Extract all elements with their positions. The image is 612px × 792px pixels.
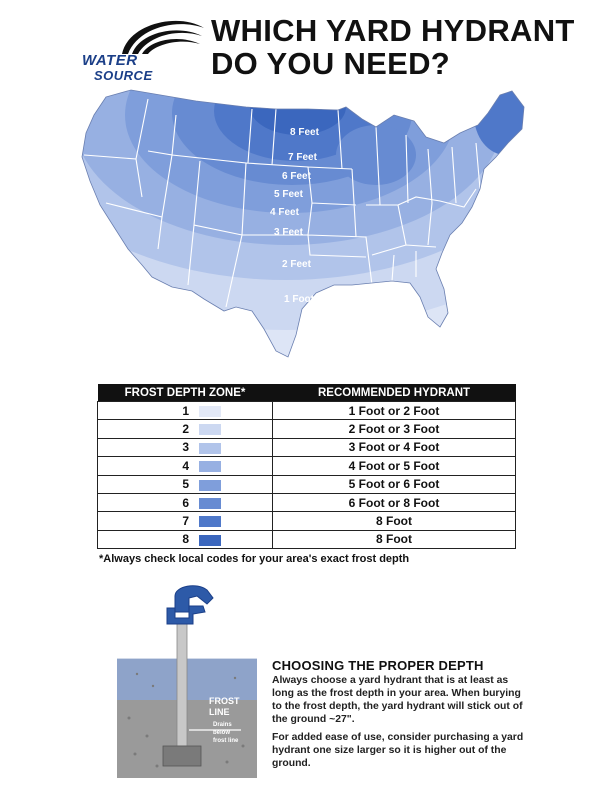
zone-number: 4 [182, 458, 189, 473]
zone-color-swatch [199, 424, 221, 436]
table-header-row: FROST DEPTH ZONE* RECOMMENDED HYDRANT [97, 384, 516, 402]
frost-depth-map: 8 Feet 7 Feet 6 Feet 5 Feet 4 Feet 3 Fee… [81, 89, 525, 358]
zone-number: 3 [182, 440, 189, 455]
us-outline [81, 89, 525, 358]
zone-cell: 6 [97, 492, 273, 513]
title-line-1: WHICH YARD HYDRANT [211, 13, 575, 48]
state-borders [83, 98, 481, 308]
zone-color-swatch [199, 516, 221, 528]
swoosh-logo-icon [122, 20, 204, 54]
zone-color-swatch [199, 534, 221, 546]
table-row: 8 8 Foot [97, 529, 516, 550]
zone-number: 2 [182, 422, 189, 437]
section-paragraph-2: For added ease of use, consider purchasi… [272, 732, 524, 769]
hydrant-cell: 4 Foot or 5 Foot [272, 456, 516, 476]
hydrant-pipe [176, 617, 188, 747]
zone-color-swatch [199, 442, 221, 454]
zone-cell: 3 [97, 437, 273, 458]
title-line-2: DO YOU NEED? [211, 46, 451, 81]
table-row: 3 3 Foot or 4 Foot [97, 437, 516, 458]
hydrant-head [166, 605, 206, 625]
zone-cell: 4 [97, 456, 273, 476]
page-title: WHICH YARD HYDRANT DO YOU NEED? [211, 14, 575, 80]
header-frost-depth-zone: FROST DEPTH ZONE* [97, 384, 273, 402]
hydrant-cell: 8 Foot [272, 511, 516, 531]
zone-label-5: 5 Feet [274, 189, 304, 200]
table-row: 6 6 Foot or 8 Foot [97, 492, 516, 513]
zone-number: 1 [182, 403, 189, 418]
hydrant-cell: 5 Foot or 6 Foot [272, 474, 516, 494]
drains-label-1: Drains [213, 722, 232, 728]
frost-label-2: LINE [209, 707, 230, 717]
zone-cell: 8 [97, 529, 273, 550]
zone-cell: 1 [97, 400, 273, 421]
zone-number: 7 [182, 514, 189, 529]
zone-cell: 2 [97, 419, 273, 439]
zone-color-swatch [199, 497, 221, 509]
table-row: 5 5 Foot or 6 Foot [97, 474, 516, 494]
frost-depth-note: *Always check local codes for your area'… [99, 553, 410, 565]
zone-label-7: 7 Feet [288, 152, 318, 163]
hydrant-cell: 6 Foot or 8 Foot [272, 492, 516, 513]
hydrant-illustration: FROST LINE Drains below frost line [117, 585, 257, 778]
frost-label-1: FROST [209, 696, 240, 706]
table-row: 7 8 Foot [97, 511, 516, 531]
water-source-logo: WATER SOURCE [78, 14, 208, 83]
table-row: 1 1 Foot or 2 Foot [97, 400, 516, 421]
header-recommended-hydrant: RECOMMENDED HYDRANT [272, 384, 516, 402]
zone-number: 6 [182, 495, 189, 510]
zone-cell: 5 [97, 474, 273, 494]
hydrant-cell: 2 Foot or 3 Foot [272, 419, 516, 439]
logo-text-source: SOURCE [94, 68, 153, 83]
drains-label-2: below [213, 730, 230, 736]
zone-color-swatch [199, 479, 221, 491]
section-title: CHOOSING THE PROPER DEPTH [272, 658, 484, 673]
zone-label-8: 8 Feet [290, 127, 320, 138]
zone-label-4: 4 Feet [270, 207, 300, 218]
hydrant-cell: 8 Foot [272, 529, 516, 550]
section-paragraph-1: Always choose a yard hydrant that is at … [272, 675, 523, 725]
zone-number: 8 [182, 532, 189, 547]
frost-depth-table: FROST DEPTH ZONE* RECOMMENDED HYDRANT 1 … [97, 384, 516, 550]
logo-text-water: WATER [82, 52, 138, 69]
gravel-base [162, 745, 202, 767]
zone-color-swatch [199, 461, 221, 473]
zone-color-swatch [199, 406, 221, 418]
zone-label-1: 1 Foot [284, 294, 315, 305]
hydrant-handle [174, 585, 214, 613]
table-row: 4 4 Foot or 5 Foot [97, 456, 516, 476]
hydrant-cell: 1 Foot or 2 Foot [272, 400, 516, 421]
zone-label-2: 2 Feet [282, 259, 312, 270]
drains-label-3: frost line [213, 738, 239, 744]
hydrant-cell: 3 Foot or 4 Foot [272, 437, 516, 458]
zone-label-3: 3 Feet [274, 227, 304, 238]
zone-number: 5 [182, 477, 189, 492]
zone-cell: 7 [97, 511, 273, 531]
zone-label-6: 6 Feet [282, 171, 312, 182]
table-row: 2 2 Foot or 3 Foot [97, 419, 516, 439]
